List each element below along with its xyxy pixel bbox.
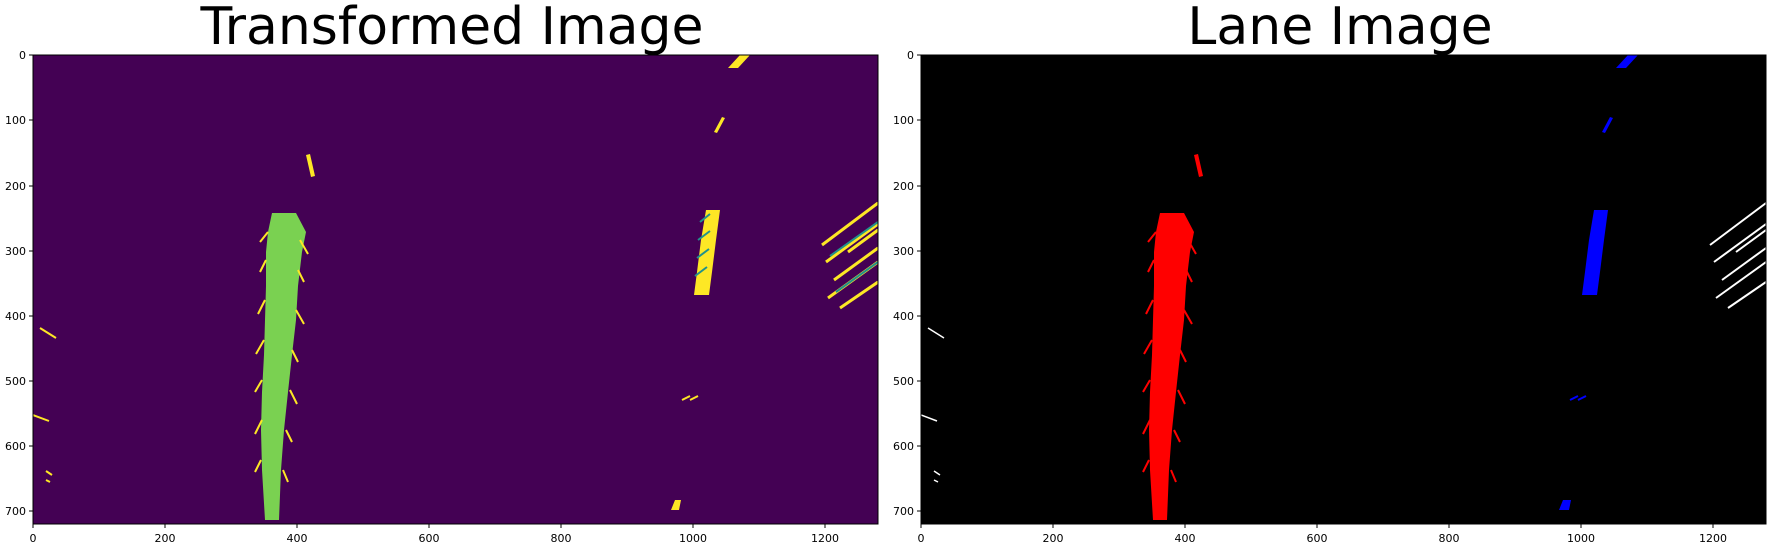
x-tick-label: 1000 bbox=[679, 532, 707, 545]
y-tick-label: 500 bbox=[893, 375, 914, 388]
x-tick-label: 600 bbox=[1307, 532, 1328, 545]
x-tick-label: 800 bbox=[551, 532, 572, 545]
x-tick-label: 400 bbox=[287, 532, 308, 545]
y-tick-label: 500 bbox=[5, 375, 26, 388]
upper-marking bbox=[714, 117, 725, 133]
right-lane-highlight bbox=[694, 210, 720, 295]
left-edge-marks bbox=[33, 327, 57, 483]
y-tick-label: 0 bbox=[19, 49, 26, 62]
x-tick-label: 0 bbox=[918, 532, 925, 545]
y-tick-label: 400 bbox=[893, 310, 914, 323]
transformed-y-axis: 0 100 200 300 400 500 600 700 bbox=[5, 49, 33, 518]
right-lane-small-pixels bbox=[1569, 395, 1587, 401]
y-tick-label: 300 bbox=[5, 245, 26, 258]
small-marking-1 bbox=[306, 154, 315, 177]
lane-axes-frame bbox=[920, 54, 1767, 525]
right-lane-upper-pixels bbox=[1602, 117, 1613, 133]
left-lane-small-pixels bbox=[1194, 154, 1203, 177]
y-tick-label: 200 bbox=[5, 180, 26, 193]
transformed-axes-frame bbox=[32, 54, 879, 525]
right-lane-pixels bbox=[1582, 210, 1608, 295]
y-tick-label: 200 bbox=[893, 180, 914, 193]
y-tick-label: 400 bbox=[5, 310, 26, 323]
y-tick-label: 300 bbox=[893, 245, 914, 258]
panel-title-lane: Lane Image bbox=[1187, 0, 1492, 57]
transformed-x-axis: 0 200 400 600 800 1000 1200 bbox=[30, 524, 839, 545]
x-tick-label: 1000 bbox=[1567, 532, 1595, 545]
lane-panel: Lane Image 0 bbox=[893, 0, 1767, 545]
left-lane-edge-strokes bbox=[254, 231, 309, 483]
lane-x-axis: 0 200 400 600 800 1000 1200 bbox=[918, 524, 1727, 545]
other-pixels-right-edge bbox=[1709, 202, 1766, 309]
x-tick-label: 400 bbox=[1175, 532, 1196, 545]
small-marking-2 bbox=[681, 395, 699, 401]
top-marking bbox=[728, 55, 750, 68]
y-tick-label: 700 bbox=[5, 505, 26, 518]
y-tick-label: 100 bbox=[893, 114, 914, 127]
right-lane-bottom-pixels bbox=[1559, 500, 1571, 510]
x-tick-label: 800 bbox=[1439, 532, 1460, 545]
right-lane-dashes bbox=[694, 213, 711, 277]
x-tick-label: 1200 bbox=[811, 532, 839, 545]
x-tick-label: 200 bbox=[155, 532, 176, 545]
small-marking-3 bbox=[671, 500, 681, 510]
y-tick-label: 0 bbox=[907, 49, 914, 62]
left-lane-pixels bbox=[1149, 213, 1194, 520]
other-pixels-left-edge bbox=[921, 327, 945, 483]
panel-title-transformed: Transformed Image bbox=[199, 0, 703, 57]
x-tick-label: 200 bbox=[1043, 532, 1064, 545]
y-tick-label: 100 bbox=[5, 114, 26, 127]
y-tick-label: 700 bbox=[893, 505, 914, 518]
right-edge-streaks-2 bbox=[829, 221, 878, 293]
x-tick-label: 600 bbox=[419, 532, 440, 545]
transformed-panel: Transformed Image bbox=[5, 0, 879, 545]
transformed-image-content bbox=[33, 55, 878, 520]
right-lane-top-pixels bbox=[1616, 55, 1638, 68]
left-lane-jagged bbox=[1142, 231, 1197, 483]
left-lane-highlight bbox=[261, 213, 306, 520]
transformed-image-background bbox=[33, 55, 878, 524]
lane-y-axis: 0 100 200 300 400 500 600 700 bbox=[893, 49, 921, 518]
lane-image-background bbox=[921, 55, 1766, 524]
lane-image-content bbox=[921, 55, 1766, 520]
y-tick-label: 600 bbox=[5, 440, 26, 453]
y-tick-label: 600 bbox=[893, 440, 914, 453]
x-tick-label: 0 bbox=[30, 532, 37, 545]
x-tick-label: 1200 bbox=[1699, 532, 1727, 545]
